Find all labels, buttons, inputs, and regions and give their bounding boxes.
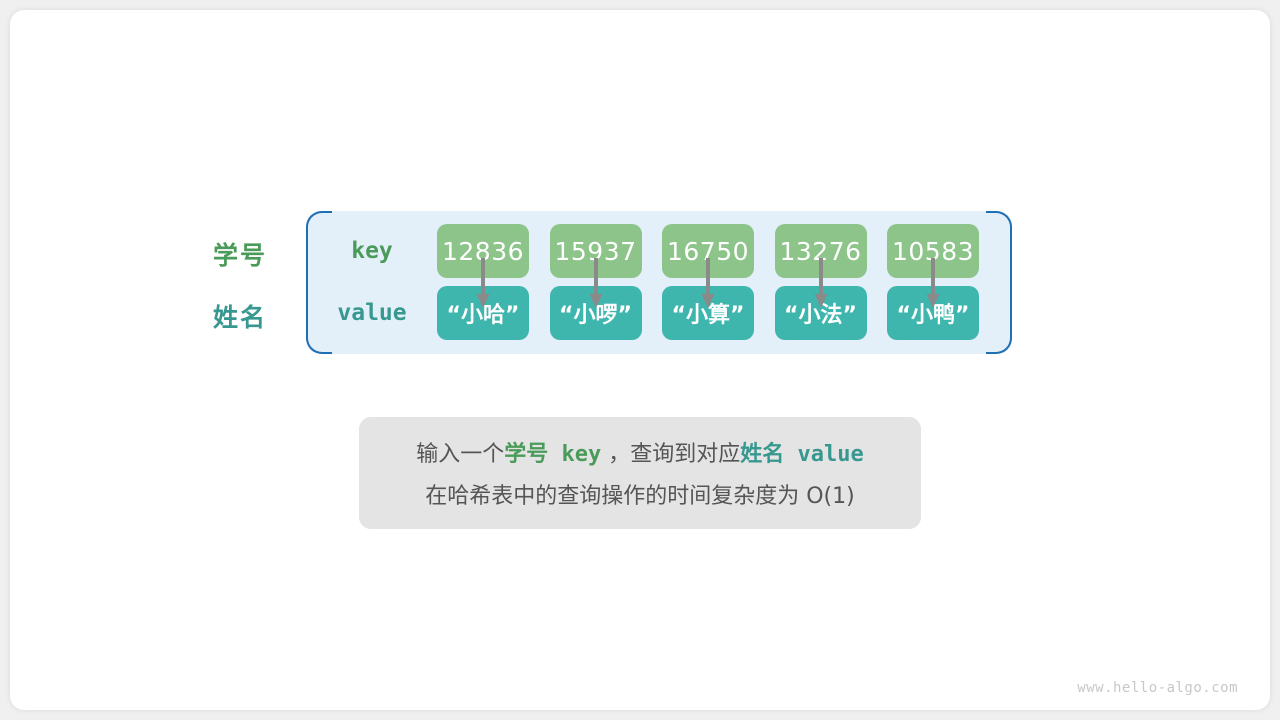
- key-cell: 13276: [774, 224, 867, 278]
- value-cell: “小哈”: [437, 286, 529, 340]
- value-cell: “小法”: [774, 286, 867, 340]
- value-cell: “小鸭”: [887, 286, 979, 340]
- value-cell: “小啰”: [549, 286, 642, 340]
- row-label-student-id: 学号: [212, 241, 267, 270]
- bracket-left: [306, 211, 332, 354]
- value-cell: “小算”: [662, 286, 754, 340]
- column-caption-key: key: [351, 238, 393, 264]
- key-cell: 15937: [549, 224, 642, 278]
- column-caption-value: value: [337, 300, 407, 326]
- white-card: [10, 10, 1270, 710]
- caption-highlight-key: 学号 key: [504, 442, 602, 467]
- watermark: www.hello-algo.com: [1077, 680, 1238, 696]
- caption-highlight-value: 姓名 value: [740, 442, 864, 467]
- key-cell: 10583: [887, 224, 979, 278]
- key-cell: 16750: [662, 224, 754, 278]
- caption-box: 输入一个 学号 key ，查询到对应 姓名 value 在哈希表中的查询操作的时…: [359, 417, 921, 529]
- caption-text-part2: ，查询到对应: [601, 442, 741, 467]
- bracket-right: [986, 211, 1012, 354]
- caption-line-1: 输入一个 学号 key ，查询到对应 姓名 value: [416, 436, 863, 468]
- key-cell: 12836: [437, 224, 529, 278]
- row-label-name: 姓名: [212, 303, 267, 332]
- caption-line-2: 在哈希表中的查询操作的时间复杂度为 O(1): [425, 484, 855, 509]
- caption-text-part1: 输入一个: [416, 442, 505, 467]
